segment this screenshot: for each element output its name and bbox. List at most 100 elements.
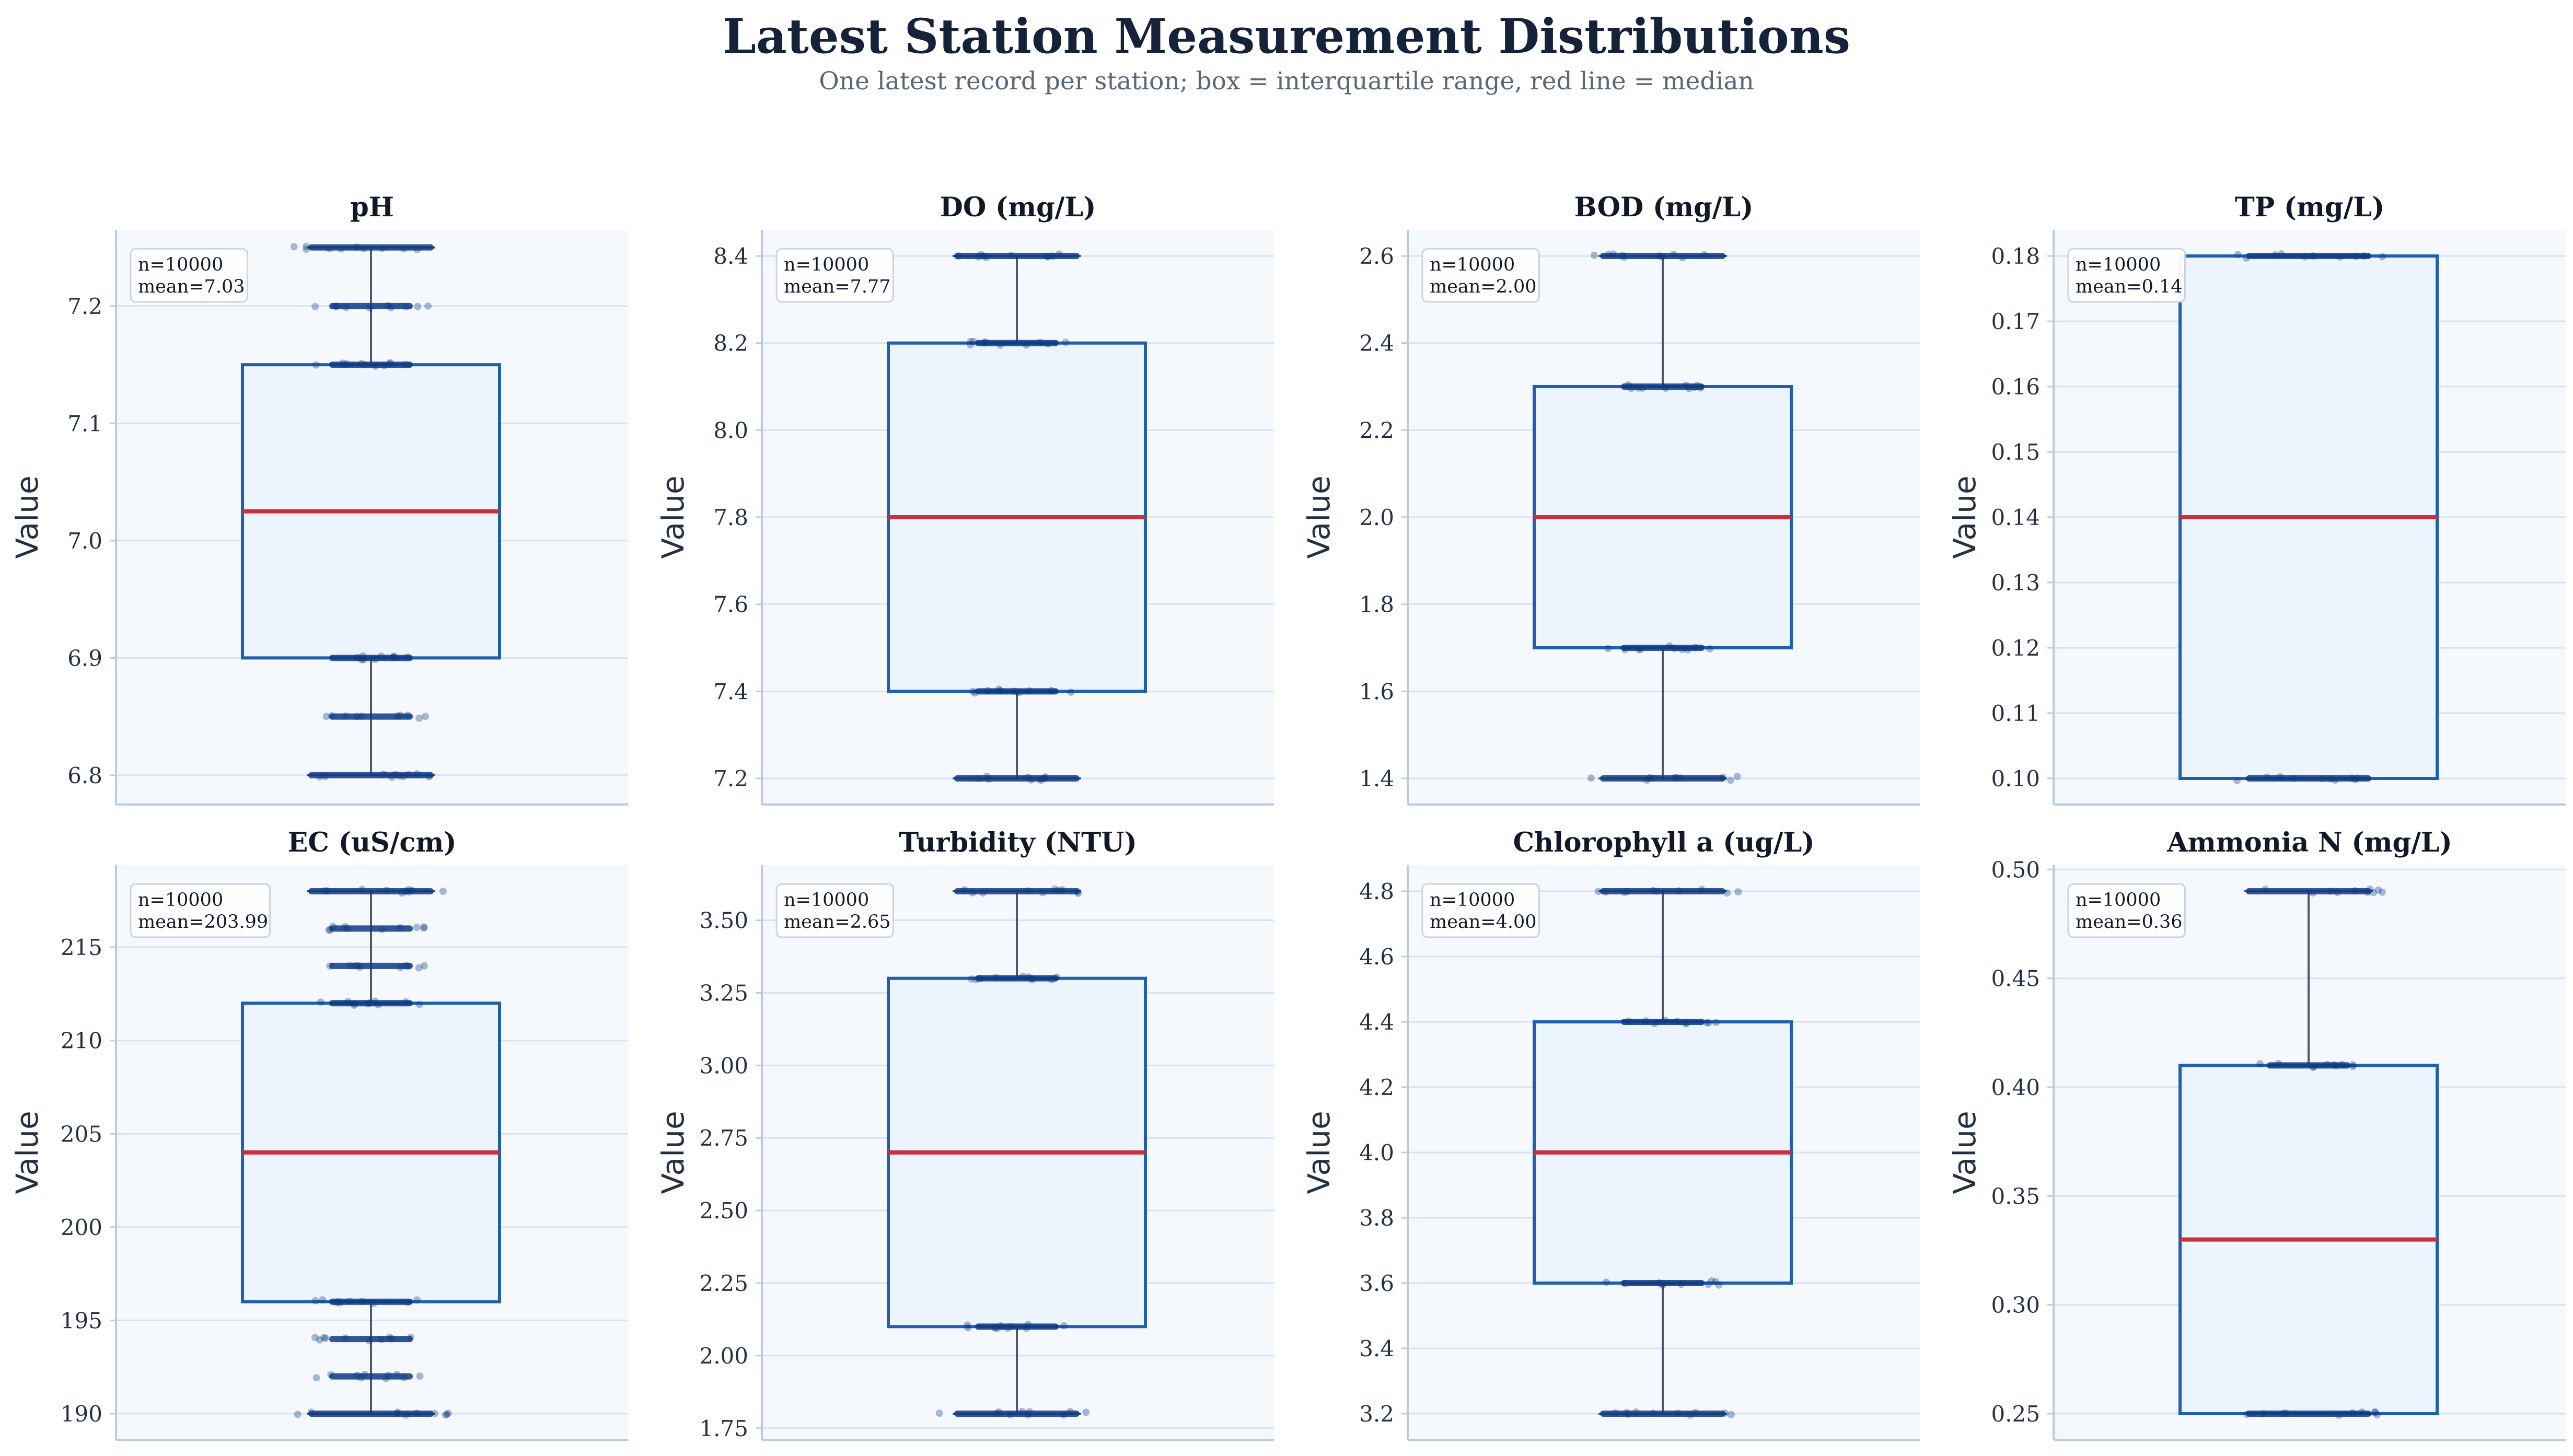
y-tick-label: 2.75 xyxy=(699,1125,748,1151)
point-band xyxy=(2267,1062,2350,1069)
point-band xyxy=(1621,1280,1705,1286)
data-point xyxy=(372,362,379,370)
y-tick-label: 190 xyxy=(61,1401,102,1427)
y-tick-label: 0.12 xyxy=(1991,635,2040,661)
data-point xyxy=(334,1298,342,1306)
data-point xyxy=(397,963,404,971)
data-point xyxy=(2310,1063,2317,1070)
y-tick-label: 7.8 xyxy=(713,505,748,530)
data-point xyxy=(992,974,1000,982)
data-point xyxy=(396,924,404,931)
data-point xyxy=(390,653,398,661)
data-point xyxy=(402,962,410,970)
data-point xyxy=(404,771,412,778)
data-point xyxy=(964,1324,972,1332)
y-tick-label: 3.8 xyxy=(1359,1205,1394,1231)
data-point xyxy=(400,773,408,781)
data-point xyxy=(302,246,310,253)
data-point xyxy=(395,772,403,780)
panel-title: EC (uS/cm) xyxy=(287,827,456,858)
panel-title: Chlorophyll a (ug/L) xyxy=(1513,827,1814,858)
point-band xyxy=(329,925,413,932)
data-point xyxy=(2331,776,2339,784)
data-point xyxy=(343,925,351,933)
data-point xyxy=(386,1333,393,1341)
stats-background xyxy=(130,883,271,938)
data-point xyxy=(1621,646,1629,654)
data-point xyxy=(413,924,421,931)
data-point xyxy=(1685,385,1693,392)
data-point xyxy=(2338,1061,2346,1068)
data-point xyxy=(1024,1321,1032,1329)
y-tick-label: 8.2 xyxy=(713,331,748,356)
data-point xyxy=(413,246,421,253)
data-point xyxy=(1044,253,1052,261)
data-point xyxy=(960,886,968,894)
data-point xyxy=(1049,252,1057,260)
point-band xyxy=(975,1323,1059,1330)
data-point xyxy=(1651,1020,1659,1028)
data-point xyxy=(425,773,433,781)
y-tick-label: 2.0 xyxy=(1359,505,1394,530)
data-point xyxy=(342,304,350,311)
data-point xyxy=(1048,686,1056,694)
data-point xyxy=(2358,1408,2366,1416)
data-point xyxy=(333,302,341,310)
data-point xyxy=(1635,384,1642,392)
data-point xyxy=(345,1297,353,1305)
data-point xyxy=(408,887,416,894)
data-point xyxy=(1659,1281,1666,1289)
data-point xyxy=(1639,384,1647,392)
y-axis-label: Value xyxy=(9,475,45,558)
point-band xyxy=(1600,1411,1725,1417)
data-point xyxy=(366,999,374,1007)
data-point xyxy=(2263,773,2271,781)
data-point xyxy=(1670,645,1678,653)
data-point xyxy=(993,1325,1001,1333)
data-point xyxy=(1024,773,1031,781)
data-point xyxy=(1690,383,1698,391)
data-point xyxy=(358,1298,366,1306)
data-point xyxy=(420,923,428,931)
data-point xyxy=(1623,1409,1631,1417)
data-point xyxy=(1698,886,1706,893)
data-point xyxy=(1602,888,1609,896)
data-point xyxy=(1627,385,1635,392)
point-band xyxy=(954,1411,1080,1417)
y-tick-label: 205 xyxy=(61,1121,102,1147)
data-point xyxy=(2373,1411,2381,1419)
data-point xyxy=(1619,251,1627,259)
data-point xyxy=(321,773,329,781)
data-point xyxy=(1037,776,1045,784)
data-point xyxy=(390,653,398,660)
chart-subtitle: One latest record per station; box = int… xyxy=(819,67,1754,96)
data-point xyxy=(344,998,352,1006)
point-band xyxy=(954,775,1080,782)
point-band xyxy=(329,713,413,720)
y-tick-label: 215 xyxy=(61,935,102,960)
y-tick-label: 8.4 xyxy=(713,243,748,269)
data-point xyxy=(1673,1018,1681,1026)
data-point xyxy=(407,1333,414,1341)
points xyxy=(2243,886,2386,1419)
point-band xyxy=(1600,253,1725,259)
point-band xyxy=(308,888,434,894)
data-point xyxy=(1036,339,1044,346)
data-point xyxy=(402,303,410,311)
data-point xyxy=(935,1410,943,1417)
data-point xyxy=(360,656,367,663)
data-point xyxy=(2349,1063,2357,1070)
stat-mean: mean=4.00 xyxy=(1430,912,1537,933)
data-point xyxy=(1051,886,1059,893)
panel-title: pH xyxy=(350,192,394,223)
y-tick-label: 1.8 xyxy=(1359,592,1394,618)
data-point xyxy=(979,889,987,897)
data-point xyxy=(1691,1408,1699,1416)
data-point xyxy=(1587,774,1595,782)
data-point xyxy=(442,1411,450,1419)
point-band xyxy=(308,244,434,251)
y-tick-label: 8.0 xyxy=(713,417,748,443)
point-band xyxy=(975,340,1059,346)
y-tick-label: 2.50 xyxy=(699,1198,748,1224)
data-point xyxy=(416,1372,424,1380)
